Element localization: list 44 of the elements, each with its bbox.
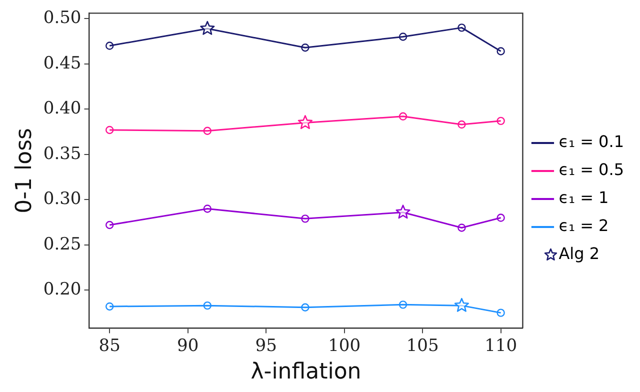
legend-label: ϵ₁ = 2 bbox=[558, 216, 609, 236]
x-tick-label: 105 bbox=[406, 336, 439, 356]
point bbox=[203, 126, 212, 135]
y-tick-label: 0.35 bbox=[43, 144, 82, 164]
point bbox=[105, 42, 114, 50]
x-tick-label: 95 bbox=[255, 336, 277, 356]
point bbox=[200, 20, 215, 35]
point bbox=[398, 300, 408, 309]
y-tick-label: 0.20 bbox=[43, 280, 82, 300]
x-tick-label: 90 bbox=[177, 336, 199, 356]
x-axis-title: λ-inflation bbox=[250, 360, 362, 385]
x-tick-label: 110 bbox=[484, 336, 518, 356]
point bbox=[396, 204, 410, 219]
y-tick-label: 0.45 bbox=[43, 53, 82, 74]
y-tick-label: 0.25 bbox=[43, 234, 82, 254]
point bbox=[105, 126, 114, 134]
point bbox=[105, 302, 114, 311]
legend-label: ϵ₁ = 0.1 bbox=[558, 132, 624, 152]
y-axis-title: 0-1 loss bbox=[12, 128, 37, 214]
point bbox=[496, 47, 505, 56]
point bbox=[458, 120, 466, 129]
point bbox=[496, 214, 505, 222]
x-tick-label: 100 bbox=[328, 336, 361, 356]
x-tick-label: 85 bbox=[98, 336, 120, 356]
point bbox=[298, 115, 313, 130]
legend-label: Alg 2 bbox=[558, 244, 600, 264]
legend-label: ϵ₁ = 1 bbox=[558, 188, 609, 208]
y-tick-label: 0.30 bbox=[43, 189, 82, 210]
point bbox=[496, 116, 505, 126]
point bbox=[454, 298, 469, 312]
point bbox=[301, 43, 310, 52]
point bbox=[398, 32, 408, 41]
point bbox=[496, 308, 505, 317]
point bbox=[203, 204, 212, 213]
point bbox=[301, 214, 310, 223]
point bbox=[458, 224, 466, 232]
y-tick-label: 0.50 bbox=[43, 8, 82, 28]
point bbox=[458, 24, 466, 32]
point bbox=[398, 112, 408, 120]
point bbox=[203, 301, 212, 310]
legend-label: ϵ₁ = 0.5 bbox=[558, 160, 624, 180]
point bbox=[105, 220, 114, 230]
y-tick-label: 0.40 bbox=[43, 98, 82, 119]
point bbox=[301, 303, 310, 312]
